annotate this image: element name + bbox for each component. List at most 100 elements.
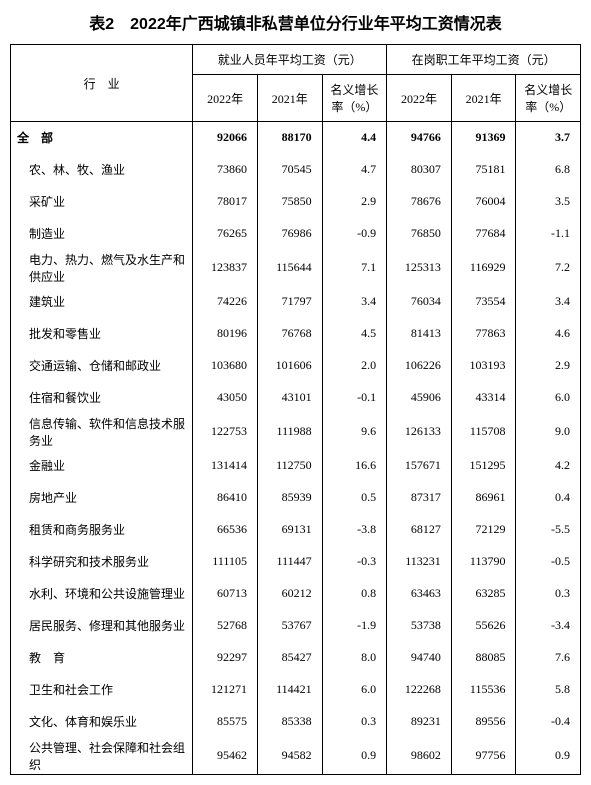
- data-cell: 70545: [257, 154, 322, 186]
- data-cell: 126133: [387, 414, 452, 450]
- data-cell: -0.3: [322, 546, 387, 578]
- table-row: 电力、热力、燃气及水生产和供应业1238371156447.1125313116…: [11, 250, 581, 286]
- table-row: 建筑业74226717973.476034735543.4: [11, 286, 581, 318]
- table-row: 卫生和社会工作1212711144216.01222681155365.8: [11, 674, 581, 706]
- data-cell: 122753: [193, 414, 258, 450]
- data-cell: 69131: [257, 514, 322, 546]
- data-cell: 123837: [193, 250, 258, 286]
- data-cell: 86410: [193, 482, 258, 514]
- data-cell: 151295: [451, 450, 516, 482]
- data-cell: 91369: [451, 122, 516, 154]
- data-cell: -0.5: [516, 546, 581, 578]
- data-cell: 94582: [257, 738, 322, 775]
- industry-cell: 信息传输、软件和信息技术服务业: [11, 414, 193, 450]
- table-row: 采矿业78017758502.978676760043.5: [11, 186, 581, 218]
- data-cell: 88085: [451, 642, 516, 674]
- data-cell: 43101: [257, 382, 322, 414]
- industry-cell: 水利、环境和公共设施管理业: [11, 578, 193, 610]
- data-cell: 122268: [387, 674, 452, 706]
- data-cell: 0.9: [516, 738, 581, 775]
- table-row: 公共管理、社会保障和社会组织95462945820.998602977560.9: [11, 738, 581, 775]
- data-cell: 114421: [257, 674, 322, 706]
- data-cell: 9.6: [322, 414, 387, 450]
- data-cell: 8.0: [322, 642, 387, 674]
- industry-cell: 房地产业: [11, 482, 193, 514]
- data-cell: -0.1: [322, 382, 387, 414]
- data-cell: 63285: [451, 578, 516, 610]
- table-row: 批发和零售业80196767684.581413778634.6: [11, 318, 581, 350]
- data-cell: 3.4: [322, 286, 387, 318]
- data-cell: 2.9: [322, 186, 387, 218]
- data-cell: 89231: [387, 706, 452, 738]
- data-cell: 4.5: [322, 318, 387, 350]
- data-cell: 43314: [451, 382, 516, 414]
- data-cell: 87317: [387, 482, 452, 514]
- data-cell: 0.3: [516, 578, 581, 610]
- header-2022-b: 2022年: [387, 75, 452, 122]
- table-row: 制造业7626576986-0.97685077684-1.1: [11, 218, 581, 250]
- data-cell: 112750: [257, 450, 322, 482]
- data-cell: 76004: [451, 186, 516, 218]
- data-cell: 115644: [257, 250, 322, 286]
- data-cell: 121271: [193, 674, 258, 706]
- data-cell: 7.6: [516, 642, 581, 674]
- data-cell: 78676: [387, 186, 452, 218]
- data-cell: 85575: [193, 706, 258, 738]
- data-cell: 113231: [387, 546, 452, 578]
- industry-cell: 卫生和社会工作: [11, 674, 193, 706]
- table-row: 水利、环境和公共设施管理业60713602120.863463632850.3: [11, 578, 581, 610]
- data-cell: 3.4: [516, 286, 581, 318]
- data-cell: 4.6: [516, 318, 581, 350]
- header-2021-a: 2021年: [257, 75, 322, 122]
- data-cell: 97756: [451, 738, 516, 775]
- data-cell: 92297: [193, 642, 258, 674]
- industry-cell: 教 育: [11, 642, 193, 674]
- data-cell: 76850: [387, 218, 452, 250]
- data-cell: 88170: [257, 122, 322, 154]
- data-cell: 0.4: [516, 482, 581, 514]
- data-cell: 80307: [387, 154, 452, 186]
- data-cell: 125313: [387, 250, 452, 286]
- data-cell: 45906: [387, 382, 452, 414]
- data-cell: 98602: [387, 738, 452, 775]
- data-cell: 4.4: [322, 122, 387, 154]
- data-cell: 74226: [193, 286, 258, 318]
- data-cell: 2.9: [516, 350, 581, 382]
- data-cell: 3.7: [516, 122, 581, 154]
- data-cell: 6.0: [322, 674, 387, 706]
- data-cell: 94740: [387, 642, 452, 674]
- data-cell: 76034: [387, 286, 452, 318]
- data-cell: 6.8: [516, 154, 581, 186]
- table-row: 全 部92066881704.494766913693.7: [11, 122, 581, 154]
- industry-cell: 科学研究和技术服务业: [11, 546, 193, 578]
- header-group1: 就业人员年平均工资（元）: [193, 45, 387, 75]
- data-cell: 77684: [451, 218, 516, 250]
- industry-cell: 租赁和商务服务业: [11, 514, 193, 546]
- data-cell: -3.8: [322, 514, 387, 546]
- header-growth-a: 名义增长率（%）: [322, 75, 387, 122]
- data-cell: 4.2: [516, 450, 581, 482]
- table-title: 表2 2022年广西城镇非私营单位分行业年平均工资情况表: [10, 10, 581, 34]
- industry-cell: 建筑业: [11, 286, 193, 318]
- data-cell: 53738: [387, 610, 452, 642]
- data-cell: 60713: [193, 578, 258, 610]
- wage-table: 行 业 就业人员年平均工资（元） 在岗职工年平均工资（元） 2022年 2021…: [10, 44, 581, 775]
- table-row: 教 育92297854278.094740880857.6: [11, 642, 581, 674]
- data-cell: 106226: [387, 350, 452, 382]
- header-2021-b: 2021年: [451, 75, 516, 122]
- data-cell: -0.9: [322, 218, 387, 250]
- industry-cell: 公共管理、社会保障和社会组织: [11, 738, 193, 775]
- data-cell: 86961: [451, 482, 516, 514]
- table-row: 居民服务、修理和其他服务业5276853767-1.95373855626-3.…: [11, 610, 581, 642]
- industry-cell: 电力、热力、燃气及水生产和供应业: [11, 250, 193, 286]
- header-growth-b: 名义增长率（%）: [516, 75, 581, 122]
- data-cell: 94766: [387, 122, 452, 154]
- table-row: 金融业13141411275016.61576711512954.2: [11, 450, 581, 482]
- industry-cell: 交通运输、仓储和邮政业: [11, 350, 193, 382]
- data-cell: 103680: [193, 350, 258, 382]
- industry-cell: 居民服务、修理和其他服务业: [11, 610, 193, 642]
- industry-cell: 住宿和餐饮业: [11, 382, 193, 414]
- data-cell: 81413: [387, 318, 452, 350]
- data-cell: 60212: [257, 578, 322, 610]
- data-cell: 0.3: [322, 706, 387, 738]
